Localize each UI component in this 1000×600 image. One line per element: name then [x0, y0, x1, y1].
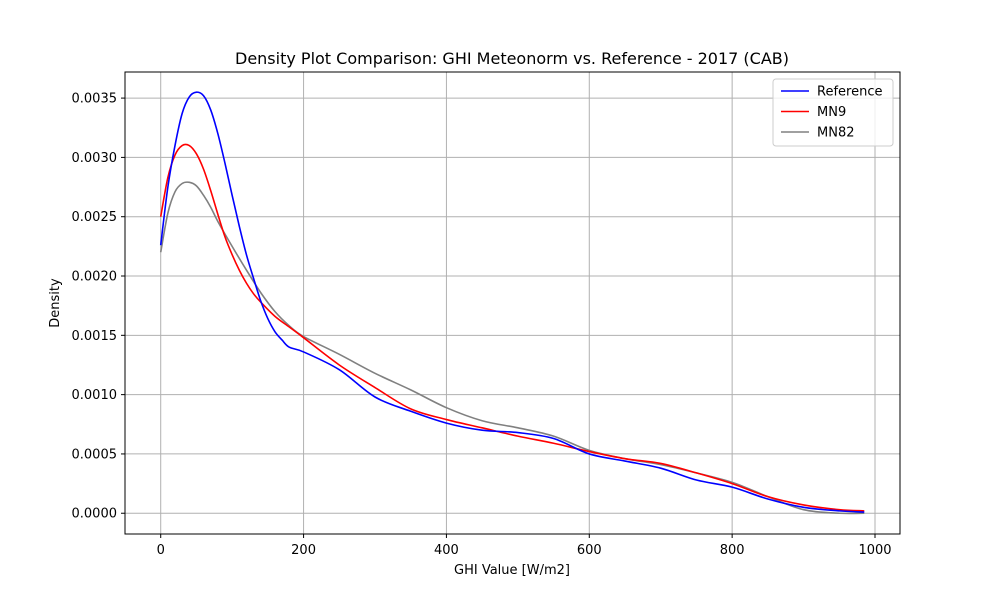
- x-axis-label: GHI Value [W/m2]: [454, 563, 570, 578]
- x-tick-label: 800: [720, 543, 745, 558]
- chart-title: Density Plot Comparison: GHI Meteonorm v…: [235, 49, 789, 68]
- y-tick-label: 0.0020: [72, 270, 118, 285]
- y-tick-label: 0.0015: [72, 329, 118, 344]
- legend-label: MN82: [817, 126, 854, 141]
- y-axis-label: Density: [48, 278, 63, 328]
- legend: Reference MN9 MN82: [772, 78, 894, 147]
- x-tick-label: 600: [577, 543, 602, 558]
- x-tick-label: 200: [291, 543, 316, 558]
- x-tick-label: 0: [157, 543, 165, 558]
- y-tick-label: 0.0000: [72, 507, 118, 522]
- x-axis: 0 200 400 600 800 1000: [157, 534, 892, 558]
- axes-frame: [124, 71, 901, 535]
- x-tick-label: 400: [434, 543, 459, 558]
- series-layer: [159, 91, 865, 515]
- series-line-reference: [159, 91, 865, 513]
- y-tick-label: 0.0035: [72, 92, 118, 107]
- y-tick-label: 0.0010: [72, 388, 118, 403]
- y-axis: 0.0000 0.0005 0.0010 0.0015 0.0020 0.0025 0.00…: [72, 92, 125, 522]
- legend-box: [772, 78, 894, 147]
- y-tick-label: 0.0030: [72, 151, 118, 166]
- grid-lines: [125, 72, 900, 534]
- series-line-mn9: [159, 143, 865, 512]
- legend-label: MN9: [817, 105, 846, 120]
- y-tick-label: 0.0005: [72, 447, 118, 462]
- x-tick-label: 1000: [858, 543, 891, 558]
- legend-label: Reference: [817, 85, 882, 100]
- y-tick-label: 0.0025: [72, 210, 118, 225]
